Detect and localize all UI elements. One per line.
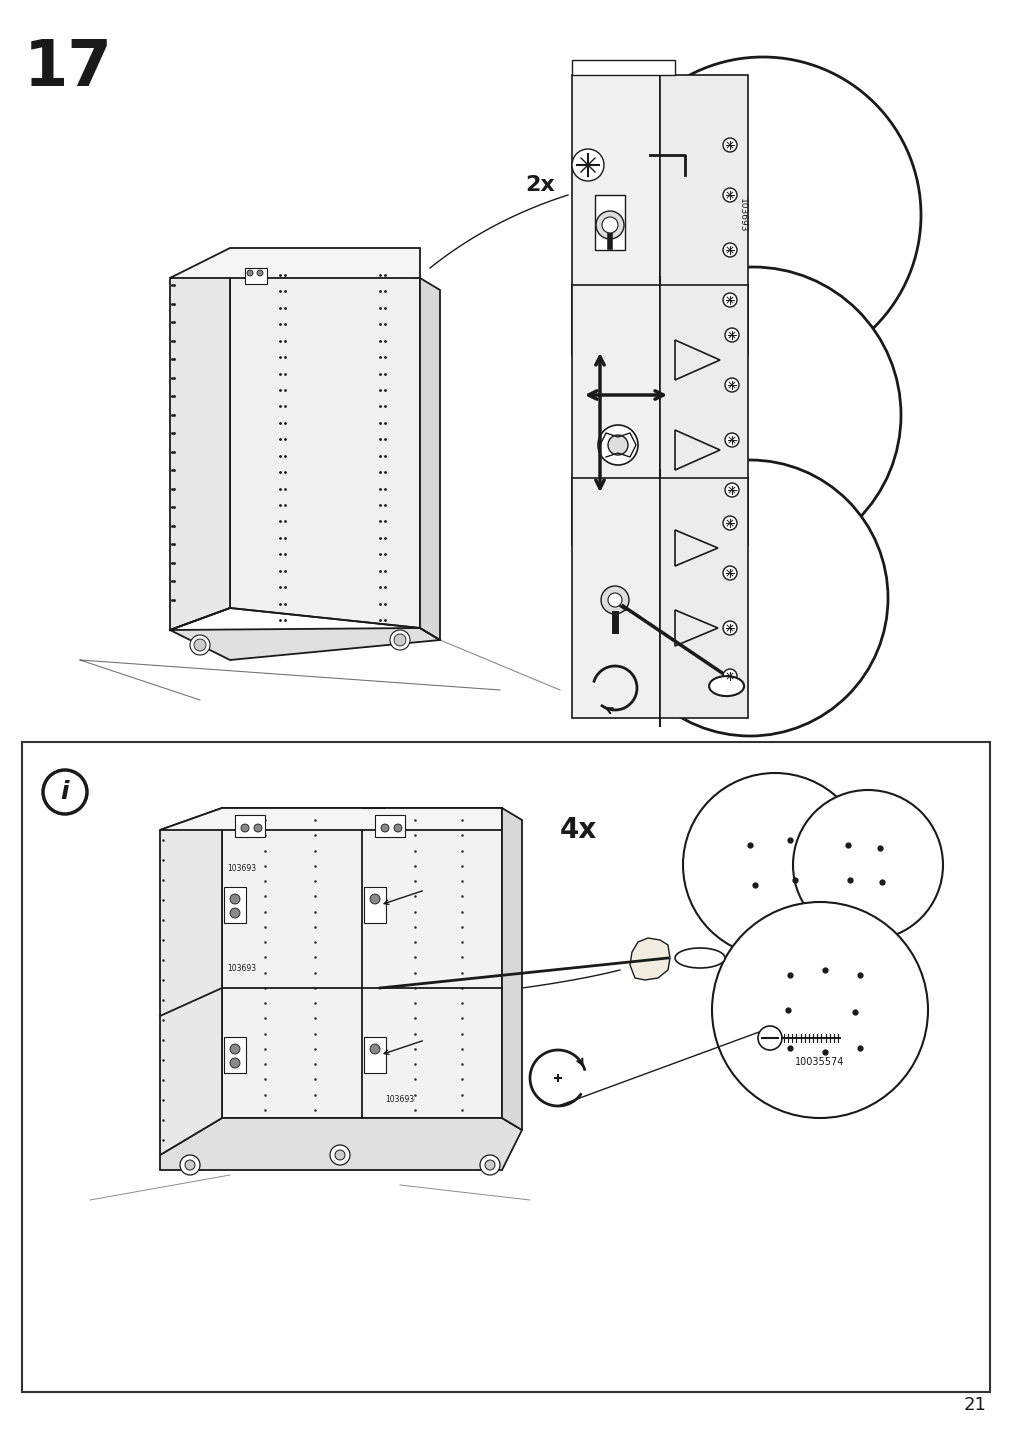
Circle shape [722,243,736,256]
Ellipse shape [709,676,743,696]
Bar [594,195,625,251]
Circle shape [605,266,900,563]
Bar [364,886,385,924]
Polygon shape [221,808,501,1118]
Text: 4x: 4x [559,816,596,843]
Bar [571,74,659,355]
Bar [659,285,747,546]
Circle shape [380,823,388,832]
Polygon shape [420,278,440,640]
Text: 10035574: 10035574 [795,1057,844,1067]
Polygon shape [160,808,501,831]
Circle shape [724,483,738,497]
Bar [659,478,747,717]
Circle shape [229,908,240,918]
Circle shape [598,425,637,465]
Circle shape [42,770,87,813]
Bar [22,742,989,1392]
Circle shape [602,218,618,233]
Polygon shape [170,248,420,278]
Circle shape [724,378,738,392]
Circle shape [389,630,409,650]
Circle shape [370,1044,379,1054]
Text: 103693: 103693 [737,198,746,232]
Polygon shape [630,938,669,979]
Polygon shape [160,808,221,1156]
Circle shape [608,593,622,607]
Circle shape [194,639,206,652]
Circle shape [257,271,263,276]
Circle shape [612,460,887,736]
Polygon shape [229,258,420,629]
Circle shape [722,669,736,683]
Polygon shape [170,258,229,630]
Bar [223,886,246,924]
Circle shape [793,790,942,939]
Circle shape [393,634,405,646]
Circle shape [393,823,401,832]
Circle shape [190,634,210,654]
Circle shape [330,1146,350,1166]
Circle shape [722,188,736,202]
Circle shape [724,432,738,447]
Polygon shape [170,629,440,660]
Circle shape [712,902,927,1118]
Circle shape [229,1058,240,1068]
Bar [571,60,674,74]
Circle shape [180,1156,200,1176]
Circle shape [722,294,736,306]
Circle shape [682,773,866,957]
Text: 21: 21 [962,1396,986,1413]
Bar [571,478,659,717]
Bar [375,815,404,836]
Circle shape [601,586,629,614]
Bar [223,1037,246,1073]
Circle shape [722,621,736,634]
Polygon shape [160,1118,522,1170]
Bar [659,74,747,355]
Circle shape [229,894,240,904]
Circle shape [571,149,604,180]
Circle shape [722,516,736,530]
Circle shape [722,566,736,580]
Circle shape [484,1160,494,1170]
Bar [571,285,659,546]
Bar [364,1037,385,1073]
Polygon shape [501,808,522,1130]
Circle shape [254,823,262,832]
Text: 2x: 2x [525,175,554,195]
Circle shape [479,1156,499,1176]
Circle shape [605,57,920,372]
Circle shape [757,1025,782,1050]
Circle shape [335,1150,345,1160]
Text: 103693: 103693 [385,1095,415,1104]
Text: 103693: 103693 [227,863,257,872]
Circle shape [229,1044,240,1054]
Text: i: i [61,780,69,803]
Circle shape [724,328,738,342]
Circle shape [241,823,249,832]
Circle shape [247,271,253,276]
Bar [235,815,265,836]
Circle shape [370,894,379,904]
Circle shape [595,211,624,239]
Text: 17: 17 [23,37,112,99]
Bar [245,268,267,284]
Text: 103693: 103693 [227,964,257,972]
Circle shape [185,1160,195,1170]
Ellipse shape [674,948,724,968]
Circle shape [722,137,736,152]
Circle shape [608,435,628,455]
